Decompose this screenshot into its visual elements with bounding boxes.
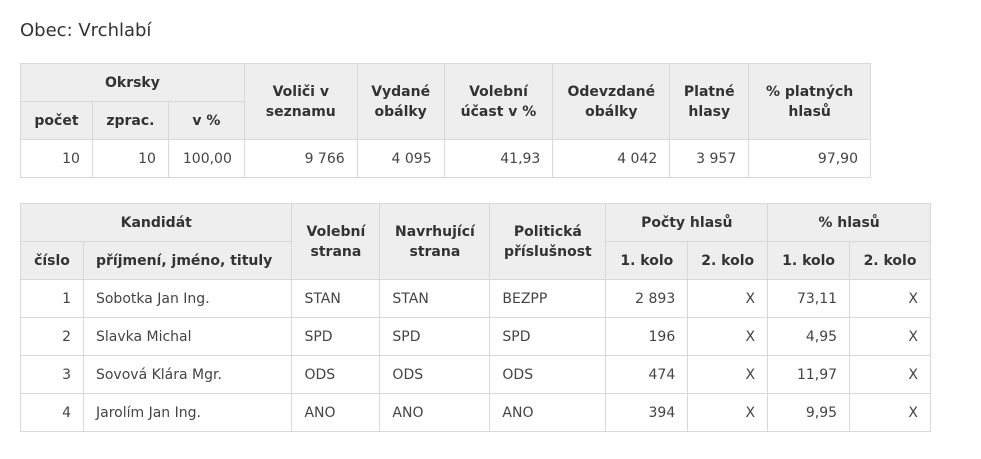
cell-pct1: 9,95 <box>767 393 851 432</box>
header-odevzdane: Odevzdané obálky <box>552 63 671 140</box>
cell-pct1: 73,11 <box>767 279 851 318</box>
cell-hlasy1: 394 <box>605 393 689 432</box>
cell-volebni: ODS <box>291 355 381 394</box>
header-pocet: počet <box>20 101 93 140</box>
header-kolo2: 2. kolo <box>687 241 769 280</box>
cell-jmeno: Jarolím Jan Ing. <box>82 393 293 432</box>
cell-cislo: 3 <box>20 355 84 394</box>
table-row: 4 Jarolím Jan Ing. ANO ANO ANO 394 X 9,9… <box>20 393 931 432</box>
cell-pct-platnych: 97,90 <box>748 139 871 178</box>
cell-volebni: STAN <box>291 279 381 318</box>
header-zprac: zprac. <box>91 101 169 140</box>
cell-pct2: X <box>849 279 931 318</box>
cell-hlasy1: 2 893 <box>605 279 689 318</box>
table-row: 2 Slavka Michal SPD SPD SPD 196 X 4,95 X <box>20 317 931 356</box>
cell-cislo: 2 <box>20 317 84 356</box>
cell-navrhujici: STAN <box>379 279 491 318</box>
header-platne: Platné hlasy <box>669 63 750 140</box>
header-pkolo1: 1. kolo <box>767 241 851 280</box>
cell-pct2: X <box>849 355 931 394</box>
header-jmeno: příjmení, jméno, tituly <box>82 241 293 280</box>
header-cislo: číslo <box>20 241 84 280</box>
cell-pct1: 4,95 <box>767 317 851 356</box>
header-volici: Voliči v seznamu <box>243 63 358 140</box>
cell-platne: 3 957 <box>669 139 750 178</box>
cell-politicka: SPD <box>489 317 607 356</box>
header-okrsky: Okrsky <box>20 63 245 102</box>
header-vydane: Vydané obálky <box>356 63 445 140</box>
header-ucast: Volební účast v % <box>443 63 554 140</box>
cell-jmeno: Sobotka Jan Ing. <box>82 279 293 318</box>
cell-navrhujici: ANO <box>379 393 491 432</box>
cell-politicka: ODS <box>489 355 607 394</box>
cell-navrhujici: ODS <box>379 355 491 394</box>
cell-ucast: 41,93 <box>443 139 554 178</box>
header-politicka: Politická příslušnost <box>489 203 607 280</box>
cell-cislo: 4 <box>20 393 84 432</box>
cell-volici: 9 766 <box>243 139 358 178</box>
table-row: 1 Sobotka Jan Ing. STAN STAN BEZPP 2 893… <box>20 279 931 318</box>
header-pct-hlasu: % hlasů <box>767 203 931 242</box>
cell-hlasy2: X <box>687 355 769 394</box>
header-pocty-hlasu: Počty hlasů <box>605 203 769 242</box>
header-kolo1: 1. kolo <box>605 241 689 280</box>
header-v-pct: v % <box>167 101 245 140</box>
cell-jmeno: Slavka Michal <box>82 317 293 356</box>
cell-vydane: 4 095 <box>356 139 445 178</box>
cell-navrhujici: SPD <box>379 317 491 356</box>
cell-volebni: SPD <box>291 317 381 356</box>
summary-table: Okrsky Voliči v seznamu Vydané obálky Vo… <box>20 63 871 178</box>
table-row: 3 Sovová Klára Mgr. ODS ODS ODS 474 X 11… <box>20 355 931 394</box>
cell-cislo: 1 <box>20 279 84 318</box>
cell-pocet: 10 <box>20 139 93 178</box>
cell-hlasy1: 196 <box>605 317 689 356</box>
cell-hlasy2: X <box>687 393 769 432</box>
header-pct-platnych: % platných hlasů <box>748 63 871 140</box>
cell-hlasy2: X <box>687 279 769 318</box>
cell-politicka: ANO <box>489 393 607 432</box>
page-title: Obec: Vrchlabí <box>20 20 152 41</box>
cell-volebni: ANO <box>291 393 381 432</box>
cell-jmeno: Sovová Klára Mgr. <box>82 355 293 394</box>
cell-pct2: X <box>849 317 931 356</box>
header-kandidat: Kandidát <box>19 203 293 242</box>
cell-hlasy2: X <box>687 317 769 356</box>
header-pkolo2: 2. kolo <box>849 241 931 280</box>
candidates-table: Kandidát Volební strana Navrhující stran… <box>19 203 931 432</box>
cell-zprac: 10 <box>91 139 169 178</box>
table-row: 10 10 100,00 9 766 4 095 41,93 4 042 3 9… <box>20 139 871 178</box>
cell-pct2: X <box>849 393 931 432</box>
cell-politicka: BEZPP <box>489 279 607 318</box>
cell-v-pct: 100,00 <box>167 139 245 178</box>
cell-hlasy1: 474 <box>605 355 689 394</box>
cell-pct1: 11,97 <box>767 355 851 394</box>
cell-odevzdane: 4 042 <box>552 139 671 178</box>
header-navrhujici-strana: Navrhující strana <box>379 203 491 280</box>
header-volebni-strana: Volební strana <box>291 203 381 280</box>
